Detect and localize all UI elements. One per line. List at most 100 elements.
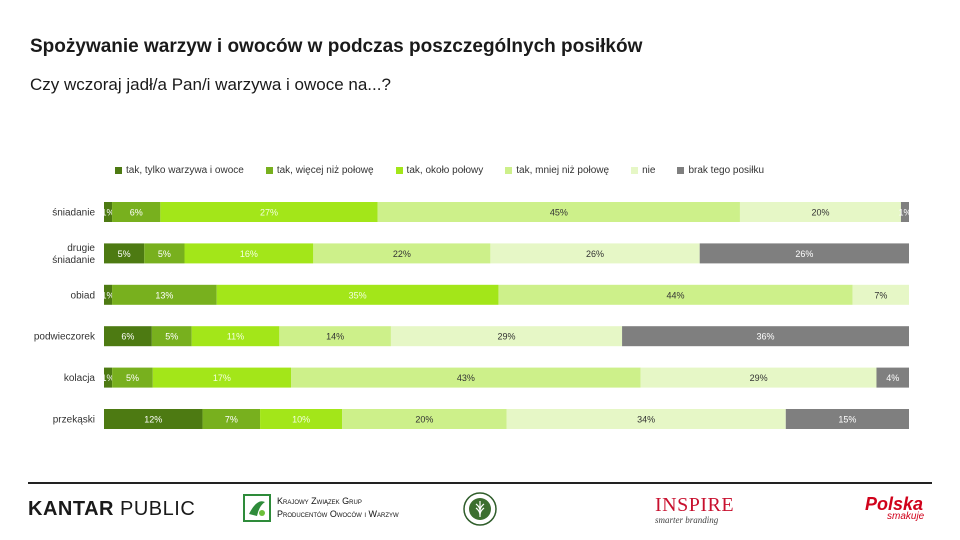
bar-segment	[342, 409, 507, 429]
data-label: 27%	[260, 208, 278, 218]
bar-segment	[104, 326, 152, 347]
bar-segment	[144, 243, 185, 264]
bar-segment	[876, 367, 909, 388]
legend-label: nie	[642, 165, 656, 176]
data-label: 26%	[795, 249, 813, 259]
bar-segment	[260, 409, 343, 429]
category-label: kolacja	[64, 373, 96, 384]
legend-item: tak, mniej niż połowę	[505, 165, 609, 176]
chart-title: Spożywanie warzyw i owoców w podczas pos…	[30, 36, 643, 57]
bar-segment	[202, 409, 261, 429]
legend-swatch	[677, 167, 685, 174]
bar-segment	[191, 326, 280, 347]
inspire-logo: INSPIRE smarter branding	[655, 494, 735, 525]
data-label: 29%	[497, 332, 515, 342]
data-label: 7%	[225, 415, 238, 425]
data-label: 5%	[118, 249, 131, 259]
legend-label: tak, około połowy	[406, 165, 484, 176]
category-label: śniadanie	[52, 208, 95, 219]
data-label: 16%	[240, 249, 258, 259]
bar-segment	[900, 202, 909, 222]
bar-segment	[151, 326, 192, 347]
bar-segment	[390, 326, 623, 347]
data-label: 4%	[886, 373, 899, 383]
category-label: obiad	[71, 290, 95, 301]
legend-swatch	[265, 167, 273, 174]
bar-segment	[104, 202, 113, 222]
data-label: 14%	[326, 332, 344, 342]
bar-segment	[622, 326, 909, 347]
data-label: 1%	[102, 373, 115, 383]
bar-segment	[279, 326, 391, 347]
data-label: 17%	[213, 373, 231, 383]
data-label: 45%	[550, 208, 568, 218]
legend-label: brak tego posiłku	[688, 165, 765, 176]
ministry-seal-logo	[463, 492, 497, 531]
category-label: przekąski	[53, 415, 95, 426]
bar-segment	[490, 243, 700, 264]
data-label: 43%	[457, 373, 475, 383]
chart-legend: tak, tylko warzywa i owoce tak, więcej ni…	[115, 165, 764, 176]
data-label: 12%	[144, 415, 162, 425]
bar-segment	[739, 202, 901, 222]
data-label: 36%	[757, 332, 775, 342]
data-label: 11%	[227, 332, 244, 342]
chart-subtitle: Czy wczoraj jadł/a Pan/i warzywa i owoce…	[30, 75, 391, 94]
data-label: 6%	[121, 332, 134, 342]
legend-item: tak, tylko warzywa i owoce	[115, 165, 244, 176]
legend-item: nie	[631, 165, 655, 176]
bar-segment	[184, 243, 314, 264]
bar-segment	[104, 409, 203, 429]
bar-segment	[112, 202, 161, 222]
legend-label: tak, mniej niż połowę	[516, 165, 610, 176]
data-label: 29%	[750, 373, 768, 383]
bar-segment	[640, 367, 877, 388]
data-label: 22%	[393, 249, 411, 259]
legend-item: brak tego posiłku	[677, 165, 764, 176]
data-label: 26%	[586, 249, 604, 259]
bar-segment	[506, 409, 786, 429]
data-label: 34%	[637, 415, 655, 425]
data-label: 1%	[102, 290, 115, 300]
data-label: 5%	[158, 249, 171, 259]
data-label: 1%	[102, 208, 115, 218]
bar-segment	[291, 367, 641, 388]
data-label: 5%	[165, 332, 178, 342]
bar-segment	[152, 367, 292, 388]
category-label: podwieczorek	[34, 332, 96, 343]
bar-segment	[785, 409, 909, 429]
bar-segment	[498, 284, 853, 305]
legend-swatch	[505, 167, 513, 174]
data-label: 1%	[898, 208, 911, 218]
legend-label: tak, tylko warzywa i owoce	[126, 165, 244, 176]
data-label: 6%	[130, 208, 143, 218]
data-label: 44%	[667, 290, 685, 300]
bar-segment	[377, 202, 740, 222]
data-label: 5%	[126, 373, 139, 383]
data-label: 15%	[838, 415, 856, 425]
kantar-public-logo: KANTAR PUBLIC	[28, 498, 196, 520]
data-label: 10%	[292, 415, 310, 425]
kzgp-logo: Krajowy Związek Grup Producentów Owoców …	[243, 494, 399, 522]
data-label: 20%	[415, 415, 433, 425]
polska-smakuje-logo: Polska smakuje	[865, 494, 925, 522]
legend-item: tak, więcej niż połowę	[265, 165, 374, 176]
footer-divider	[28, 482, 932, 484]
data-label: 13%	[155, 290, 173, 300]
bar-segment	[112, 367, 153, 388]
legend-swatch	[631, 167, 639, 174]
legend-swatch	[395, 167, 403, 174]
data-label: 20%	[811, 208, 829, 218]
category-label: drugie śniadanie	[52, 243, 95, 266]
data-label: 7%	[874, 290, 887, 300]
kzgp-emblem-icon	[243, 494, 271, 522]
bar-segment	[160, 202, 378, 222]
bar-segment	[104, 284, 113, 305]
stacked-bar-chart: śniadanie 1% 6% 27% 45% 20% 1% drugie śniadanie 5…	[33, 202, 911, 429]
legend-swatch	[115, 167, 122, 174]
bar-segment	[313, 243, 491, 264]
bar-segment	[852, 284, 909, 305]
bar-segment	[216, 284, 499, 305]
bar-segment	[699, 243, 909, 264]
bar-segment	[112, 284, 217, 305]
